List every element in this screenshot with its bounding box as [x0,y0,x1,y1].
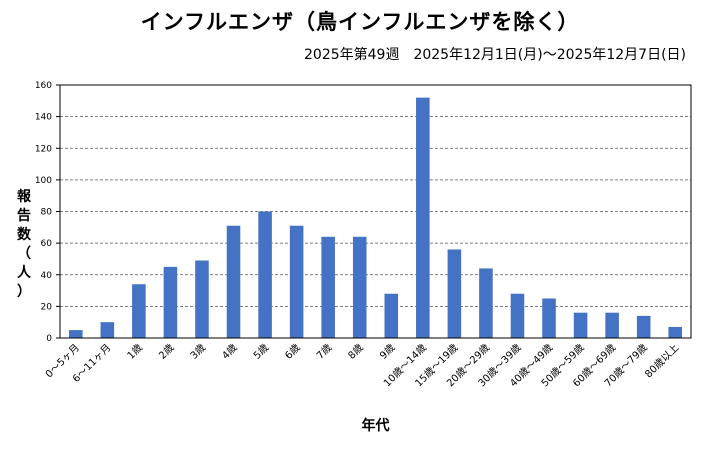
y-tick-label: 0 [46,334,52,344]
y-axis-label: 報告数（人） [17,188,32,300]
bar [258,211,272,338]
bar [416,97,430,339]
bar [636,315,651,338]
y-tick-label: 40 [41,271,53,281]
bar [573,312,588,338]
x-tick-label: 2歳 [156,342,176,362]
plot-frame [59,84,692,339]
bar [226,225,241,338]
x-tick-label: 1歳 [125,342,145,362]
bar [542,298,556,338]
x-tick-label: 8歳 [346,342,366,362]
bars [68,97,683,339]
x-tick-label: 80歳以上 [643,342,682,381]
x-tick-label: 3歳 [188,342,208,362]
bar [605,312,619,338]
x-tick-label: 7歳 [314,342,334,362]
bar [289,225,304,338]
chart-title: インフルエンザ（鳥インフルエンザを除く） [140,10,580,34]
y-tick-label: 120 [35,144,52,154]
grid-lines [60,116,691,307]
x-tick-label: 6歳 [283,342,303,362]
bar [479,268,493,338]
x-tick-label: 5歳 [251,342,271,362]
y-tick-label: 20 [41,302,53,312]
bar [668,326,683,338]
y-tick-label: 60 [41,239,53,249]
bar [132,284,146,338]
bar [195,260,209,338]
y-tick-label: 100 [35,176,52,186]
x-tick-label: 4歳 [220,342,240,362]
bar [352,236,367,338]
y-tick-label: 160 [35,81,52,91]
y-tick-labels: 0 20 40 60 80 100 120 140 160 [35,81,60,344]
bar [100,322,115,338]
y-tick-label: 80 [41,208,53,218]
bar [510,293,525,338]
bar [68,330,83,338]
bar [321,236,335,338]
bar [447,249,462,338]
bar [384,293,399,338]
y-tick-label: 140 [35,113,52,123]
x-tick-label: 9歳 [377,342,397,362]
chart-subtitle: 2025年第49週 2025年12月1日(月)〜2025年12月7日(日) [304,47,686,63]
x-axis-label: 年代 [362,417,390,434]
bar [163,266,178,338]
